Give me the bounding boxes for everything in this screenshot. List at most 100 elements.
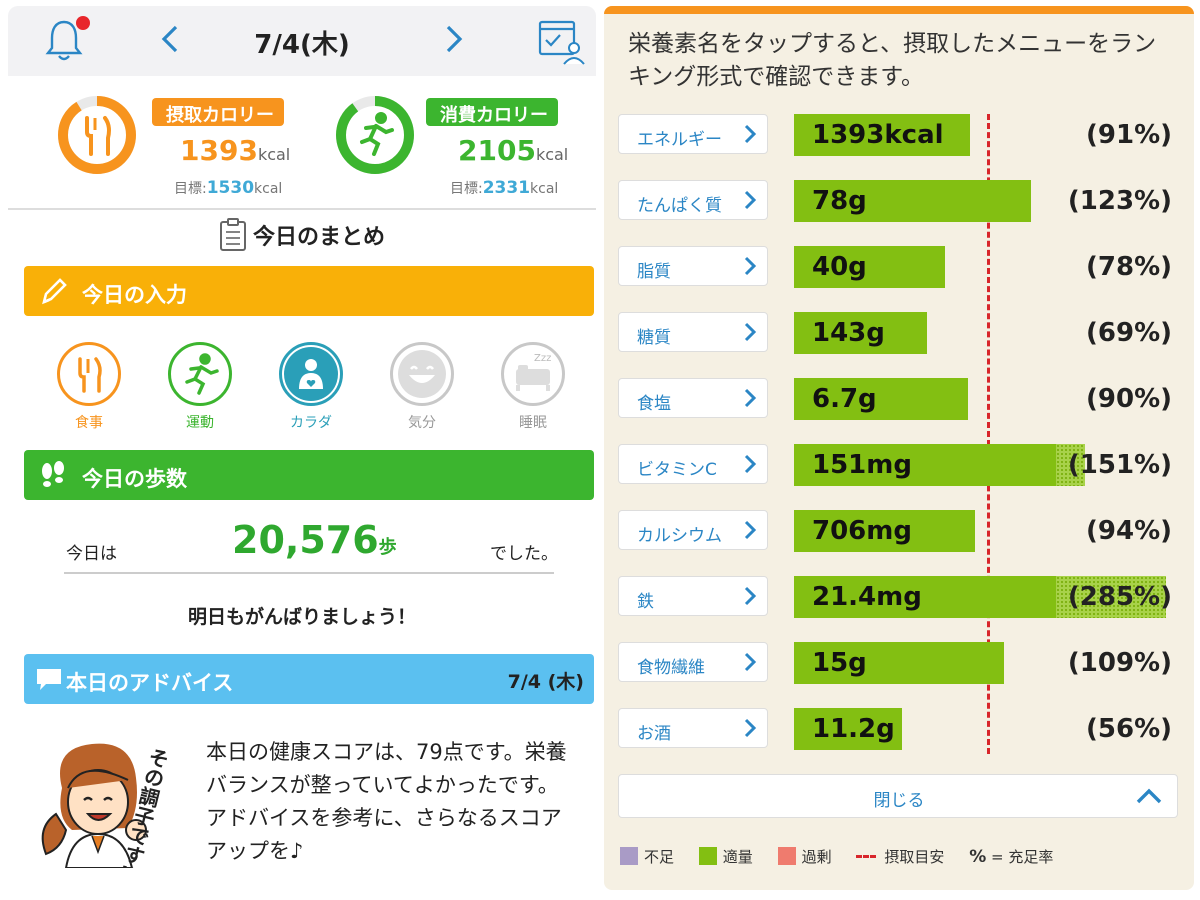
chevron-right-icon: [744, 454, 757, 474]
nutrient-button[interactable]: 鉄: [618, 576, 768, 616]
nutrient-name: 食物繊維: [637, 658, 705, 678]
input-item-2[interactable]: カラダ: [276, 342, 346, 432]
page-title: 7/4(木): [254, 30, 350, 60]
chevron-right-icon: [744, 388, 757, 408]
nutrient-name: ビタミンC: [637, 460, 717, 480]
nutrient-row: 脂質 40g (78%): [618, 246, 1184, 290]
nutrient-bar: [794, 444, 1056, 486]
nutrient-row: 食物繊維 15g (109%): [618, 642, 1184, 686]
nutrient-button[interactable]: カルシウム: [618, 510, 768, 550]
intake-calorie[interactable]: 摂取カロリー 1393kcal 目標:1530kcal: [56, 94, 296, 204]
nutrient-button[interactable]: お酒: [618, 708, 768, 748]
nutrient-button[interactable]: ビタミンC: [618, 444, 768, 484]
nutrient-bar: [794, 312, 928, 354]
chevron-right-icon: [744, 190, 757, 210]
steps-count-row: 今日は 20,576歩 でした。: [64, 518, 558, 574]
input-item-1[interactable]: 運動: [165, 342, 235, 432]
close-button[interactable]: 閉じる: [618, 774, 1178, 818]
nutrient-button[interactable]: 糖質: [618, 312, 768, 352]
nutrient-name: 糖質: [637, 328, 671, 348]
advice-text: 本日の健康スコアは、79点です。栄養バランスが整っていてよかったです。アドバイス…: [206, 740, 567, 863]
legend-percent: % = 充足率: [969, 847, 1054, 867]
nutrient-name: エネルギー: [637, 130, 722, 150]
nutrient-percent: (56%): [1086, 714, 1172, 744]
nutrient-bar-overflow: [1056, 576, 1166, 618]
burn-target: 目標:2331kcal: [450, 178, 559, 198]
steps-value: 20,576歩: [232, 518, 397, 562]
chart-legend: 不足 適量 過剰 摂取目安 % = 充足率: [620, 846, 1180, 872]
burn-calorie[interactable]: 消費カロリー 2105kcal 目標:2331kcal: [334, 94, 574, 204]
legend-excess: 過剰: [777, 846, 832, 867]
nutrient-name: カルシウム: [637, 526, 722, 546]
chevron-right-icon: [744, 124, 757, 144]
nutrient-button[interactable]: エネルギー: [618, 114, 768, 154]
nutrient-name: 鉄: [637, 592, 654, 612]
nutrient-percent: (69%): [1086, 318, 1172, 348]
nutrient-value: 21.4mg: [812, 582, 922, 612]
nutrient-row: たんぱく質 78g (123%): [618, 180, 1184, 224]
chevron-right-icon: [744, 322, 757, 342]
pencil-icon: [42, 278, 67, 305]
advisor-illustration-icon: その調子です!!: [41, 743, 172, 868]
bed-icon: Zzz: [501, 342, 565, 406]
input-item-4[interactable]: Zzz 睡眠: [498, 342, 568, 432]
close-label: 閉じる: [873, 791, 925, 811]
nutrient-percent: (123%): [1067, 186, 1172, 216]
nutrient-value: 78g: [812, 186, 867, 216]
legend-insufficient: 不足: [620, 846, 674, 867]
chevron-up-icon: [1136, 788, 1162, 804]
nutrient-bar: [794, 510, 976, 552]
intake-ring-icon: [58, 96, 136, 174]
nutrient-button[interactable]: 食物繊維: [618, 642, 768, 682]
chevron-left-icon[interactable]: [158, 24, 182, 54]
speech-bubble-icon: [37, 669, 61, 690]
calorie-summary: 摂取カロリー 1393kcal 目標:1530kcal 消費カロリー 2105k…: [8, 82, 596, 210]
nutrient-row: お酒 11.2g (56%): [618, 708, 1184, 752]
nutrient-row: 糖質 143g (69%): [618, 312, 1184, 356]
nutrient-button[interactable]: 脂質: [618, 246, 768, 286]
today-input-header: 今日の入力: [24, 266, 594, 316]
legend-target: 摂取目安: [856, 846, 944, 867]
legend-adequate: 適量: [698, 846, 753, 867]
nutrient-row: 鉄 21.4mg (285%): [618, 576, 1184, 620]
nutrient-bar: [794, 378, 968, 420]
nutrient-button[interactable]: たんぱく質: [618, 180, 768, 220]
footprints-icon: [42, 461, 64, 487]
nutrient-value: 151mg: [812, 450, 912, 480]
advice-date: 7/4 (木): [507, 671, 584, 693]
notification-dot: [76, 16, 90, 30]
fork-knife-icon: [57, 342, 121, 406]
intake-label: 摂取カロリー: [152, 98, 284, 126]
running-icon: [360, 112, 394, 156]
svg-text:Zzz: Zzz: [534, 353, 551, 364]
advice-title: 本日のアドバイス: [66, 671, 234, 695]
chevron-right-icon[interactable]: [442, 24, 466, 54]
burn-ring-icon: [336, 96, 414, 174]
nutrient-button[interactable]: 食塩: [618, 378, 768, 418]
nutrient-value: 11.2g: [812, 714, 895, 744]
body-icon: [279, 342, 343, 406]
nutrient-description: 栄養素名をタップすると、摂取したメニューをランキング形式で確認できます。: [628, 31, 1157, 90]
panel-accent-line: [604, 6, 1194, 14]
input-item-0[interactable]: 食事: [54, 342, 124, 432]
fork-knife-icon: [85, 116, 111, 156]
smile-icon: [390, 342, 454, 406]
nutrient-name: 食塩: [637, 394, 671, 414]
input-item-label: 食事: [75, 415, 103, 431]
nutrient-value: 706mg: [812, 516, 912, 546]
calendar-user-icon[interactable]: [536, 16, 586, 66]
chevron-right-icon: [744, 718, 757, 738]
nutrient-row: エネルギー 1393kcal (91%): [618, 114, 1184, 158]
nutrient-value: 1393kcal: [812, 120, 944, 150]
nutrient-percent: (91%): [1086, 120, 1172, 150]
nutrient-bar: [794, 114, 970, 156]
bell-icon[interactable]: [44, 18, 84, 62]
nutrient-name: 脂質: [637, 262, 671, 282]
nutrient-percent: (285%): [1067, 582, 1172, 612]
nutrient-value: 40g: [812, 252, 867, 282]
input-item-3[interactable]: 気分: [387, 342, 457, 432]
nutrient-percent: (90%): [1086, 384, 1172, 414]
today-steps-header: 今日の歩数: [24, 450, 594, 500]
chevron-right-icon: [744, 520, 757, 540]
nutrient-percent: (94%): [1086, 516, 1172, 546]
